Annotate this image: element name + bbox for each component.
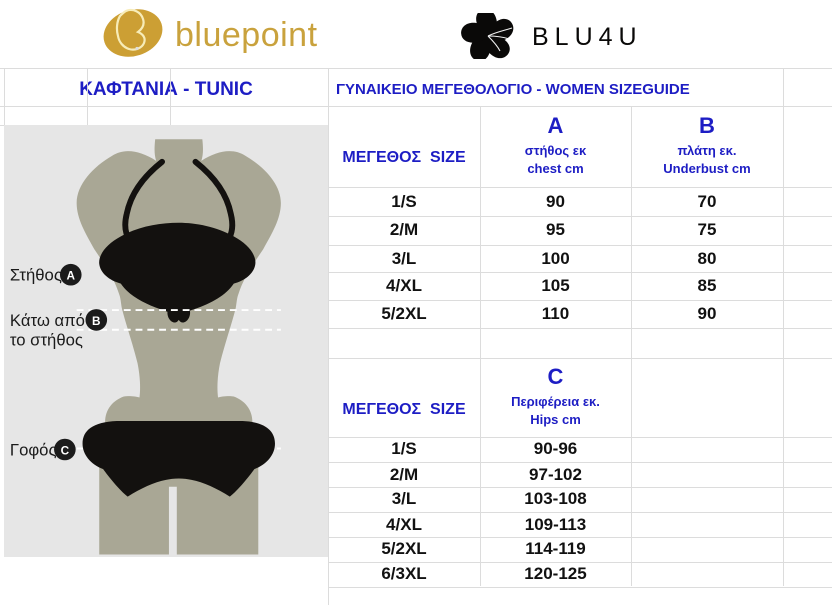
svg-text:Στήθος: Στήθος [10, 266, 62, 285]
svg-text:A: A [67, 270, 76, 283]
svg-text:bluepoint: bluepoint [175, 16, 318, 54]
svg-text:B: B [92, 315, 101, 328]
svg-text:C: C [61, 444, 70, 457]
svg-text:το στήθος: το στήθος [10, 330, 83, 349]
svg-text:Κάτω από: Κάτω από [10, 311, 85, 330]
svg-text:Γοφός: Γοφός [10, 440, 57, 459]
svg-text:BLU4U: BLU4U [532, 23, 643, 51]
